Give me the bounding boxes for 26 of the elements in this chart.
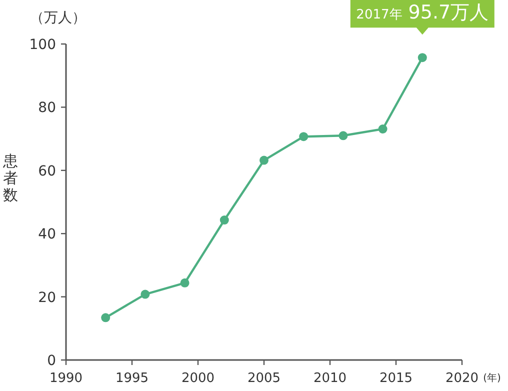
y-tick-label: 40 xyxy=(38,226,56,243)
point xyxy=(101,313,110,322)
point xyxy=(418,53,427,62)
annotation: 2017年 95.7万人 xyxy=(356,2,489,24)
x-axis-title: (年) xyxy=(483,372,501,384)
point xyxy=(338,131,348,140)
x-tick-label: 1995 xyxy=(115,371,149,386)
y-axis-title: 患者数 xyxy=(2,152,18,204)
x-tick-label: 2010 xyxy=(313,371,347,386)
x-tick-label: 1990 xyxy=(49,371,83,386)
x-tick-label: 2015 xyxy=(379,371,413,386)
point xyxy=(260,156,268,165)
y-tick-label: 80 xyxy=(38,100,56,116)
y-tick-label: 0 xyxy=(47,353,56,369)
point xyxy=(378,124,388,134)
x-tick-label: 2000 xyxy=(181,371,215,386)
x-tick-label: 2005 xyxy=(247,371,281,386)
point xyxy=(220,216,229,225)
x-tick-label: 2020 xyxy=(445,371,479,386)
point xyxy=(180,278,190,288)
y-tick-label: 100 xyxy=(29,37,56,53)
point xyxy=(140,290,150,299)
y-tick-label: 20 xyxy=(38,290,56,306)
text: （万人） xyxy=(30,10,86,26)
y-tick-label: 60 xyxy=(38,163,56,180)
point xyxy=(299,132,308,142)
